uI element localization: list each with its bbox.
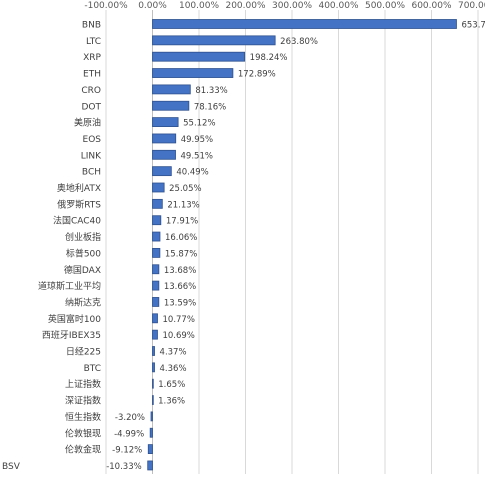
bar xyxy=(152,149,176,160)
data-label: 15.87% xyxy=(165,249,197,259)
bar xyxy=(152,395,154,405)
category-label: BTC xyxy=(84,364,101,374)
category-label: ETH xyxy=(83,70,101,80)
category-label: 德国DAX xyxy=(64,264,101,276)
x-tick-label: 300.00% xyxy=(272,1,312,11)
data-label: 55.12% xyxy=(183,119,215,129)
bar xyxy=(147,444,153,455)
category-label: DOT xyxy=(81,102,101,112)
bar xyxy=(152,198,163,209)
bar xyxy=(152,264,160,275)
category-label: LINK xyxy=(81,151,102,161)
x-tick-label: 200.00% xyxy=(225,1,265,11)
bar xyxy=(152,84,191,95)
bar xyxy=(152,313,158,324)
data-label: 1.65% xyxy=(158,380,185,390)
category-label: BNB xyxy=(82,21,101,31)
data-label: 1.36% xyxy=(158,397,185,407)
category-label: LTC xyxy=(86,37,101,47)
data-labels: 653.71% 263.80% 198.24% 172.89% 81.33% 78.16%… xyxy=(106,21,485,472)
bar xyxy=(152,231,161,242)
bar xyxy=(152,280,160,291)
category-label: 日经225 xyxy=(66,346,101,358)
data-label: -10.33% xyxy=(106,462,141,472)
category-label: BSV xyxy=(2,462,21,472)
x-tick-label: 500.00% xyxy=(365,1,405,11)
bar xyxy=(152,166,172,177)
bar xyxy=(152,378,154,389)
category-label: 深证指数 xyxy=(65,395,101,407)
data-label: 653.71% xyxy=(461,21,485,31)
bar xyxy=(152,362,155,373)
data-label: 13.68% xyxy=(164,266,196,276)
category-label: CRO xyxy=(81,86,101,96)
bar xyxy=(152,68,234,78)
category-labels: BNB LTC XRP ETH CRO DOT 美原油 EOS LINK BCH 奥地利ATX 俄罗斯… xyxy=(2,21,102,472)
bar xyxy=(152,19,457,29)
data-label: 263.80% xyxy=(280,37,318,47)
category-label: 纳斯达克 xyxy=(65,296,101,308)
category-label: 俄罗斯RTS xyxy=(57,198,101,210)
category-label: 伦敦金现 xyxy=(65,444,101,456)
data-label: 81.33% xyxy=(195,86,227,96)
bar xyxy=(152,215,162,226)
category-label: 英国富时100 xyxy=(48,313,101,325)
bar xyxy=(152,51,246,62)
data-label: 49.51% xyxy=(181,151,213,161)
data-label: 4.37% xyxy=(160,348,187,358)
data-label: 10.69% xyxy=(162,331,194,341)
bar xyxy=(152,117,179,127)
bar xyxy=(152,35,276,46)
bar xyxy=(152,297,160,307)
category-label: 奥地利ATX xyxy=(57,182,101,194)
category-label: EOS xyxy=(83,135,102,145)
bar xyxy=(149,427,153,438)
bar xyxy=(152,346,155,356)
data-label: 17.91% xyxy=(166,217,198,227)
bar xyxy=(152,182,165,193)
category-label: 法国CAC40 xyxy=(53,215,101,227)
x-tick-label: 0.00% xyxy=(138,1,167,11)
data-label: -3.20% xyxy=(115,413,145,423)
data-label: 13.59% xyxy=(164,298,196,308)
data-label: 78.16% xyxy=(194,102,226,112)
bar xyxy=(152,133,177,144)
x-tick-label: 600.00% xyxy=(411,1,451,11)
data-label: -4.99% xyxy=(114,429,144,439)
category-label: 美原油 xyxy=(74,117,101,129)
x-tick-label: -100.00% xyxy=(84,1,128,11)
data-label: 49.95% xyxy=(181,135,213,145)
category-label: BCH xyxy=(82,168,101,178)
data-label: -9.12% xyxy=(112,446,142,456)
x-tick-label: 100.00% xyxy=(179,1,219,11)
category-label: 道琼斯工业平均 xyxy=(38,280,101,292)
category-label: 创业板指 xyxy=(65,231,101,243)
bar xyxy=(152,329,158,340)
category-label: XRP xyxy=(83,53,101,63)
bar xyxy=(152,100,190,111)
data-label: 13.66% xyxy=(164,282,196,292)
data-label: 25.05% xyxy=(169,184,201,194)
data-label: 10.77% xyxy=(163,315,195,325)
x-tick-label: 700.00% xyxy=(458,1,485,11)
category-label: 伦敦银现 xyxy=(65,427,101,439)
bars xyxy=(147,19,457,471)
category-label: 上证指数 xyxy=(65,378,101,390)
bar xyxy=(152,247,161,258)
x-tick-label: 400.00% xyxy=(318,1,358,11)
bar xyxy=(150,411,153,422)
bar xyxy=(147,460,153,471)
data-label: 40.49% xyxy=(176,168,208,178)
category-label: 西班牙IBEX35 xyxy=(42,329,101,341)
category-label: 恒生指数 xyxy=(65,411,101,423)
data-label: 16.06% xyxy=(165,233,197,243)
category-label: 标普500 xyxy=(66,247,101,259)
data-label: 198.24% xyxy=(250,53,288,63)
data-label: 172.89% xyxy=(238,70,276,80)
data-label: 4.36% xyxy=(160,364,187,374)
x-axis-ticks: -100.00% 0.00% 100.00% 200.00% 300.00% 400.00… xyxy=(84,1,485,11)
data-label: 21.13% xyxy=(167,200,199,210)
